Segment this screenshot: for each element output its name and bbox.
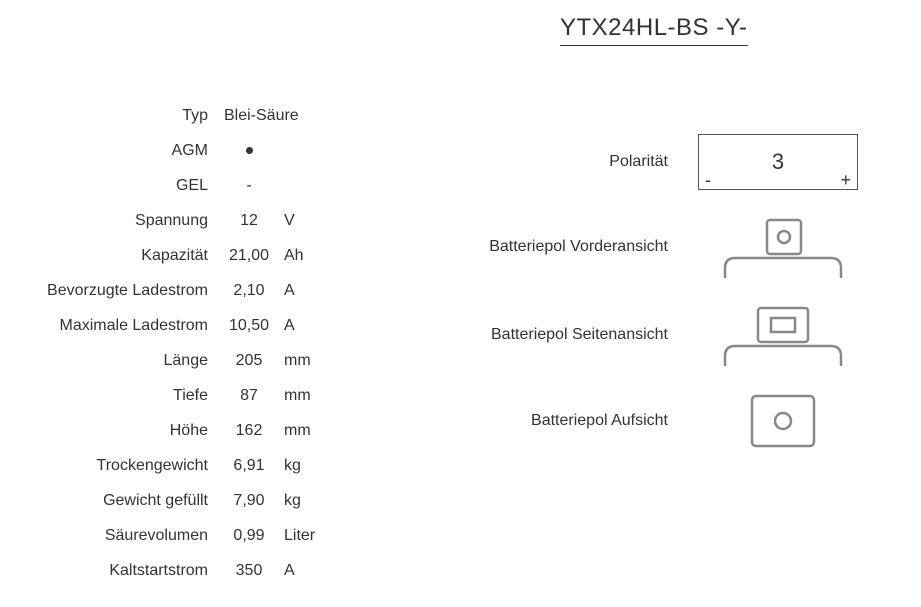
spec-row: Säurevolumen0,99Liter (20, 518, 390, 553)
polarity-value: 3 (772, 149, 784, 175)
spec-label: Kapazität (20, 247, 220, 265)
spec-value: Blei-Säure (220, 107, 299, 125)
spec-value: 10,50 (220, 317, 278, 335)
side-view-label: Batteriepol Seitenansicht (440, 326, 698, 344)
bullet-icon (246, 147, 253, 154)
spec-label: Länge (20, 352, 220, 370)
spec-value: 21,00 (220, 247, 278, 265)
spec-unit: kg (278, 492, 301, 510)
top-view-row: Batteriepol Aufsicht (440, 392, 900, 450)
spec-value: 87 (220, 387, 278, 405)
spec-label: Gewicht gefüllt (20, 492, 220, 510)
spec-row: GEL- (20, 168, 390, 203)
polarity-plus: + (840, 170, 851, 191)
polarity-minus: - (705, 170, 711, 191)
spec-unit: kg (278, 457, 301, 475)
polarity-label: Polarität (440, 153, 698, 171)
spec-value: 12 (220, 212, 278, 230)
spec-unit: A (278, 562, 295, 580)
front-view-row: Batteriepol Vorderansicht (440, 216, 900, 278)
spec-unit: Ah (278, 247, 304, 265)
spec-value: 0,99 (220, 527, 278, 545)
front-view-icon (698, 216, 868, 278)
spec-row: Trockengewicht6,91kg (20, 448, 390, 483)
spec-row: Tiefe87mm (20, 378, 390, 413)
spec-row: Kapazität21,00Ah (20, 238, 390, 273)
spec-row: TypBlei-Säure (20, 98, 390, 133)
spec-value: 205 (220, 352, 278, 370)
polarity-row: Polarität 3 - + (440, 134, 900, 190)
top-view-label: Batteriepol Aufsicht (440, 412, 698, 430)
spec-row: Maximale Ladestrom10,50A (20, 308, 390, 343)
spec-row: AGM (20, 133, 390, 168)
product-title: YTX24HL-BS -Y- (560, 14, 748, 46)
spec-label: Höhe (20, 422, 220, 440)
spec-row: Spannung12V (20, 203, 390, 238)
spec-unit: Liter (278, 527, 315, 545)
spec-value (220, 142, 278, 160)
side-view-icon (698, 304, 868, 366)
spec-label: GEL (20, 177, 220, 195)
spec-unit: mm (278, 387, 311, 405)
spec-value: 2,10 (220, 282, 278, 300)
spec-row: Kaltstartstrom350A (20, 553, 390, 588)
spec-label: Typ (20, 107, 220, 125)
spec-value: 350 (220, 562, 278, 580)
spec-label: Spannung (20, 212, 220, 230)
spec-label: AGM (20, 142, 220, 160)
spec-unit: mm (278, 422, 311, 440)
spec-value: 6,91 (220, 457, 278, 475)
spec-unit: V (278, 212, 295, 230)
spec-label: Säurevolumen (20, 527, 220, 545)
spec-row: Gewicht gefüllt7,90kg (20, 483, 390, 518)
spec-label: Kaltstartstrom (20, 562, 220, 580)
spec-label: Tiefe (20, 387, 220, 405)
spec-value: 7,90 (220, 492, 278, 510)
spec-unit: mm (278, 352, 311, 370)
spec-label: Trockengewicht (20, 457, 220, 475)
spec-unit: A (278, 282, 295, 300)
spec-value: 162 (220, 422, 278, 440)
front-view-label: Batteriepol Vorderansicht (440, 238, 698, 256)
polarity-diagram: 3 - + (698, 134, 858, 190)
right-column: Polarität 3 - + Batteriepol Vorderansich… (440, 134, 900, 476)
specs-table: TypBlei-SäureAGMGEL-Spannung12VKapazität… (20, 98, 390, 588)
spec-value: - (220, 177, 278, 195)
spec-row: Länge205mm (20, 343, 390, 378)
side-view-row: Batteriepol Seitenansicht (440, 304, 900, 366)
spec-row: Höhe162mm (20, 413, 390, 448)
spec-label: Maximale Ladestrom (20, 317, 220, 335)
spec-label: Bevorzugte Ladestrom (20, 282, 220, 300)
spec-row: Bevorzugte Ladestrom2,10A (20, 273, 390, 308)
spec-unit: A (278, 317, 295, 335)
top-view-icon (698, 392, 868, 450)
